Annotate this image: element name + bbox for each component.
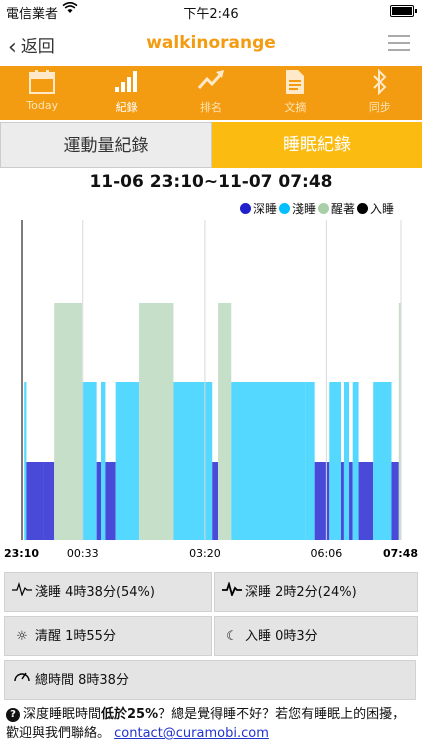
menu-icon[interactable] bbox=[388, 35, 410, 56]
sleep-segment-deep bbox=[105, 462, 116, 540]
legend-asleep: 入睡 bbox=[356, 200, 394, 217]
sleep-segment-light bbox=[231, 382, 306, 540]
sleep-advice-note: ? 深度睡眠時間低於25%？總是覺得睡不好？若您有睡眠上的困擾，歡迎與我們聯絡。 … bbox=[6, 705, 416, 743]
sleep-segment-awake bbox=[218, 303, 232, 540]
note-text-1: 深度睡眠時間 bbox=[23, 707, 102, 722]
tab-bar: Today 紀錄 排名 文摘 同步 bbox=[0, 66, 422, 120]
fall-asleep-stat: ☾ 入睡 0時3分 bbox=[214, 616, 418, 656]
legend-dot bbox=[317, 203, 329, 214]
legend-label: 入睡 bbox=[369, 202, 394, 216]
legend-label: 醒著 bbox=[330, 202, 355, 216]
trend-up-icon bbox=[169, 69, 253, 99]
sleep-segment-light bbox=[24, 382, 27, 540]
tab-sync[interactable]: 同步 bbox=[338, 66, 422, 120]
tab-ranking-label: 排名 bbox=[200, 101, 223, 114]
legend-deep: 深睡 bbox=[239, 200, 277, 217]
sleep-segment-awake bbox=[54, 303, 82, 540]
sleep-segment-deep bbox=[358, 462, 374, 540]
sleep-segment-light bbox=[343, 382, 350, 540]
back-button[interactable]: ‹ 返回 bbox=[8, 32, 55, 60]
sleep-segment-light bbox=[373, 382, 392, 540]
sleep-segment-light bbox=[101, 382, 106, 540]
legend-label: 淺睡 bbox=[291, 202, 316, 216]
battery-icon bbox=[390, 5, 417, 17]
contact-email-link[interactable]: contact@curamobi.com bbox=[114, 726, 269, 741]
sleep-segment-awake bbox=[139, 303, 174, 540]
x-tick-label: 23:10 bbox=[4, 547, 39, 560]
light-sleep-stat: 淺睡 4時38分(54%) bbox=[4, 572, 212, 612]
legend-dot bbox=[278, 203, 290, 214]
clock-label: 下午2:46 bbox=[183, 7, 239, 22]
status-bar: 電信業者 下午2:46 bbox=[0, 0, 422, 22]
sleep-segment-deep bbox=[43, 462, 55, 540]
nav-bar: ‹ 返回 walkinorange bbox=[0, 22, 422, 66]
legend-label: 深睡 bbox=[252, 202, 277, 216]
sleep-chart: 23:10 00:33 03:20 06:06 07:48 bbox=[4, 220, 418, 560]
x-tick-label: 06:06 bbox=[311, 547, 343, 560]
tab-today-label: Today bbox=[26, 99, 59, 112]
tab-digest-label: 文摘 bbox=[284, 101, 307, 114]
sleep-segment-light bbox=[81, 382, 97, 540]
sleep-segment-light bbox=[352, 382, 359, 540]
chevron-left-icon: ‹ bbox=[8, 35, 17, 60]
sleep-segment-awake bbox=[398, 303, 401, 540]
pulse-icon bbox=[219, 573, 245, 613]
question-icon: ? bbox=[6, 708, 20, 722]
chart-legend: 深睡 淺睡 醒著 入睡 bbox=[238, 200, 394, 217]
carrier-label: 電信業者 bbox=[6, 7, 59, 22]
sun-icon: ☼ bbox=[16, 629, 28, 644]
total-time-stat: 總時間 8時38分 bbox=[4, 660, 416, 700]
awake-value: 清醒 1時55分 bbox=[35, 629, 116, 644]
light-sleep-value: 淺睡 4時38分(54%) bbox=[35, 585, 155, 600]
sleep-segment-light bbox=[329, 382, 342, 540]
signal-bars-icon bbox=[84, 69, 168, 99]
wifi-icon bbox=[62, 2, 78, 17]
x-tick-label: 07:48 bbox=[383, 547, 418, 560]
tab-sync-label: 同步 bbox=[368, 101, 391, 114]
fall-asleep-value: 入睡 0時3分 bbox=[245, 629, 318, 644]
tab-records[interactable]: 紀錄 bbox=[84, 66, 168, 120]
gauge-icon bbox=[9, 661, 35, 701]
legend-dot bbox=[239, 203, 251, 214]
deep-sleep-stat: 深睡 2時2分(24%) bbox=[214, 572, 418, 612]
total-time-value: 總時間 8時38分 bbox=[35, 673, 129, 688]
legend-dot bbox=[356, 203, 368, 214]
sleep-segment-deep bbox=[314, 462, 330, 540]
document-icon bbox=[253, 69, 337, 99]
record-type-switch: 運動量紀錄 睡眠紀錄 bbox=[0, 122, 422, 168]
pulse-icon bbox=[9, 573, 35, 613]
app-title: walkinorange bbox=[146, 33, 276, 53]
bluetooth-icon bbox=[338, 68, 422, 99]
sleep-segment-deep bbox=[96, 462, 102, 540]
moon-icon: ☾ bbox=[226, 629, 238, 644]
sleep-records-tab[interactable]: 睡眠紀錄 bbox=[212, 122, 422, 168]
tab-records-label: 紀錄 bbox=[115, 101, 138, 114]
awake-stat: ☼ 清醒 1時55分 bbox=[4, 616, 212, 656]
note-highlight: 低於25% bbox=[101, 707, 159, 722]
x-tick-label: 00:33 bbox=[67, 547, 99, 560]
date-range: 11-06 23:10~11-07 07:48 bbox=[89, 172, 333, 192]
tab-digest[interactable]: 文摘 bbox=[253, 66, 337, 120]
sleep-segment-deep bbox=[391, 462, 399, 540]
calendar-icon bbox=[0, 69, 84, 99]
sleep-segment-deep bbox=[212, 462, 219, 540]
sleep-segment-deep bbox=[349, 462, 353, 540]
exercise-records-tab[interactable]: 運動量紀錄 bbox=[0, 122, 212, 168]
note-text-2: ？總是覺得睡不好？若您有睡眠上的困擾，歡迎與我們聯絡。 bbox=[6, 707, 406, 741]
sleep-segment-deep bbox=[26, 462, 44, 540]
legend-awake: 醒著 bbox=[317, 200, 355, 217]
sleep-segment-deep bbox=[341, 462, 344, 540]
deep-sleep-value: 深睡 2時2分(24%) bbox=[245, 585, 357, 600]
sleep-segment-light bbox=[305, 382, 315, 540]
legend-light: 淺睡 bbox=[278, 200, 316, 217]
back-label: 返回 bbox=[20, 37, 55, 57]
sleep-segment-light bbox=[115, 382, 140, 540]
tab-ranking[interactable]: 排名 bbox=[169, 66, 253, 120]
sleep-segment-light bbox=[173, 382, 213, 540]
tab-today[interactable]: Today bbox=[0, 66, 84, 120]
x-tick-label: 03:20 bbox=[189, 547, 221, 560]
